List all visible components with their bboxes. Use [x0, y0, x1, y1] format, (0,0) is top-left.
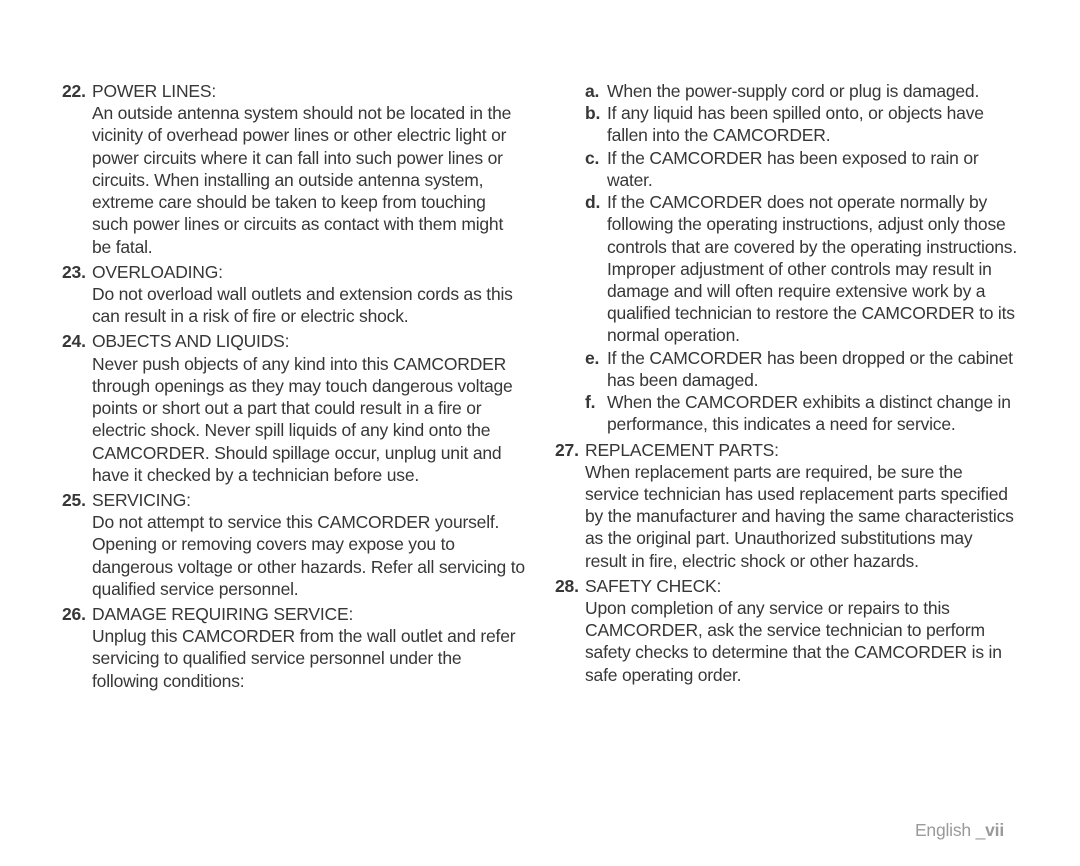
item-number-spacer — [555, 80, 585, 436]
sub-item: d. If the CAMCORDER does not operate nor… — [585, 191, 1018, 347]
sub-label: e. — [585, 347, 607, 391]
sub-item: b. If any liquid has been spilled onto, … — [585, 102, 1018, 146]
item-text: Never push objects of any kind into this… — [92, 354, 513, 485]
left-column: 22. POWER LINES: An outside antenna syst… — [62, 80, 525, 695]
item-number: 26. — [62, 603, 92, 692]
list-item: 25. SERVICING: Do not attempt to service… — [62, 489, 525, 600]
item-title: OBJECTS AND LIQUIDS: — [92, 331, 289, 351]
sub-item: f. When the CAMCORDER exhibits a distinc… — [585, 391, 1018, 435]
sub-item: a. When the power-supply cord or plug is… — [585, 80, 1018, 102]
item-text: Unplug this CAMCORDER from the wall outl… — [92, 626, 515, 690]
sub-label: b. — [585, 102, 607, 146]
item-body: OBJECTS AND LIQUIDS: Never push objects … — [92, 330, 525, 486]
item-body: OVERLOADING: Do not overload wall outlet… — [92, 261, 525, 328]
item-body: SERVICING: Do not attempt to service thi… — [92, 489, 525, 600]
list-item: 23. OVERLOADING: Do not overload wall ou… — [62, 261, 525, 328]
item-text: When replacement parts are required, be … — [585, 462, 1014, 571]
footer-separator: _ — [971, 820, 985, 840]
right-column: a. When the power-supply cord or plug is… — [555, 80, 1018, 695]
sub-text: When the CAMCORDER exhibits a distinct c… — [607, 391, 1018, 435]
item-title: OVERLOADING: — [92, 262, 223, 282]
item-title: SERVICING: — [92, 490, 191, 510]
item-title: REPLACEMENT PARTS: — [585, 440, 779, 460]
item-number: 28. — [555, 575, 585, 686]
item-body: a. When the power-supply cord or plug is… — [585, 80, 1018, 436]
two-column-layout: 22. POWER LINES: An outside antenna syst… — [62, 80, 1018, 695]
list-item: 27. REPLACEMENT PARTS: When replacement … — [555, 439, 1018, 572]
sub-label: f. — [585, 391, 607, 435]
item-text: Do not overload wall outlets and extensi… — [92, 284, 513, 326]
item-number: 27. — [555, 439, 585, 572]
item-body: POWER LINES: An outside antenna system s… — [92, 80, 525, 258]
footer-page-number: vii — [985, 820, 1004, 840]
item-number: 22. — [62, 80, 92, 258]
item-title: POWER LINES: — [92, 81, 216, 101]
list-item: 24. OBJECTS AND LIQUIDS: Never push obje… — [62, 330, 525, 486]
item-body: REPLACEMENT PARTS: When replacement part… — [585, 439, 1018, 572]
item-text: Upon completion of any service or repair… — [585, 598, 1002, 685]
manual-page: 22. POWER LINES: An outside antenna syst… — [0, 0, 1080, 866]
item-text: Do not attempt to service this CAMCORDER… — [92, 512, 525, 599]
footer-language: English — [915, 820, 971, 840]
sub-text: If the CAMCORDER has been exposed to rai… — [607, 147, 1018, 191]
item-body: DAMAGE REQUIRING SERVICE: Unplug this CA… — [92, 603, 525, 692]
subitem-block: a. When the power-supply cord or plug is… — [555, 80, 1018, 436]
list-item: 22. POWER LINES: An outside antenna syst… — [62, 80, 525, 258]
list-item: 28. SAFETY CHECK: Upon completion of any… — [555, 575, 1018, 686]
item-number: 23. — [62, 261, 92, 328]
sub-item: e. If the CAMCORDER has been dropped or … — [585, 347, 1018, 391]
sub-text: If the CAMCORDER has been dropped or the… — [607, 347, 1018, 391]
item-text: An outside antenna system should not be … — [92, 103, 511, 256]
sub-label: c. — [585, 147, 607, 191]
list-item: 26. DAMAGE REQUIRING SERVICE: Unplug thi… — [62, 603, 525, 692]
page-footer: English _vii — [915, 819, 1004, 841]
sub-text: If the CAMCORDER does not operate normal… — [607, 191, 1018, 347]
sub-label: a. — [585, 80, 607, 102]
sub-text: If any liquid has been spilled onto, or … — [607, 102, 1018, 146]
item-body: SAFETY CHECK: Upon completion of any ser… — [585, 575, 1018, 686]
sub-item: c. If the CAMCORDER has been exposed to … — [585, 147, 1018, 191]
item-number: 25. — [62, 489, 92, 600]
item-title: SAFETY CHECK: — [585, 576, 721, 596]
sub-text: When the power-supply cord or plug is da… — [607, 80, 1018, 102]
sub-label: d. — [585, 191, 607, 347]
item-number: 24. — [62, 330, 92, 486]
item-title: DAMAGE REQUIRING SERVICE: — [92, 604, 353, 624]
